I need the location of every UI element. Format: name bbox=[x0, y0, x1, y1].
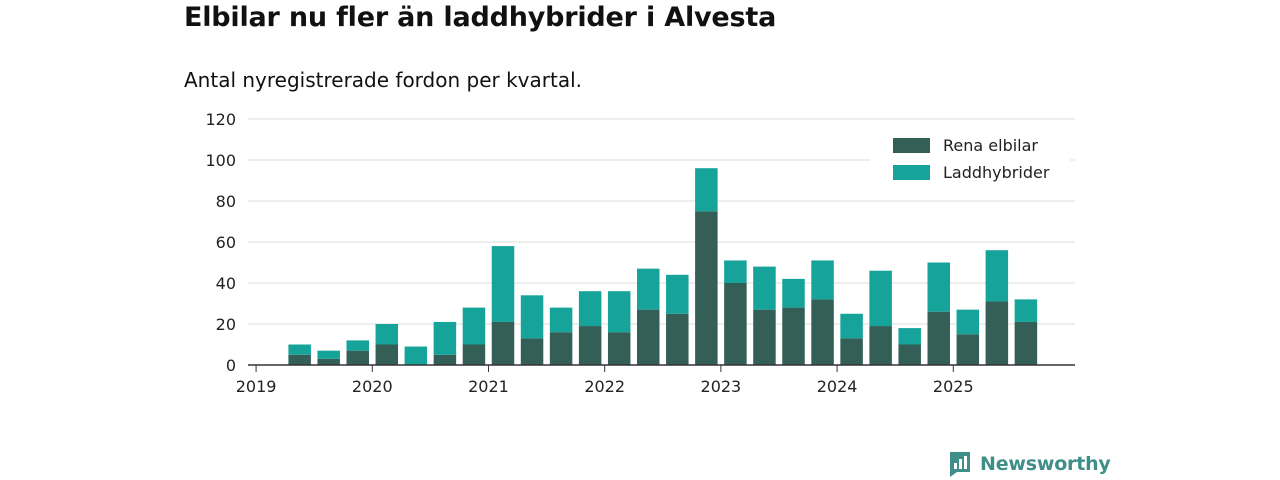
x-axis: 2019 2020 2021 2022 2023 2024 2025 bbox=[236, 364, 1075, 396]
bar-segment-electric bbox=[753, 309, 776, 365]
bar-segment-electric bbox=[462, 344, 486, 365]
y-tick-label: 20 bbox=[216, 315, 236, 334]
newsworthy-logo-icon bbox=[950, 452, 970, 477]
bar-segment-hybrid bbox=[578, 291, 602, 327]
bar-segment-electric bbox=[433, 354, 457, 365]
bar-segment-electric bbox=[695, 211, 718, 365]
bar-segment-hybrid bbox=[1014, 299, 1038, 322]
y-tick-label: 0 bbox=[226, 356, 236, 375]
x-tick-label: 2019 bbox=[236, 377, 277, 396]
bar-segment-electric bbox=[927, 311, 950, 365]
legend-swatch-electric bbox=[893, 138, 930, 153]
bar-segment-hybrid bbox=[811, 260, 834, 300]
x-tick-label: 2022 bbox=[584, 377, 625, 396]
x-tick-label: 2024 bbox=[817, 377, 858, 396]
legend: Rena elbilar Laddhybrider bbox=[870, 128, 1070, 190]
legend-swatch-hybrid bbox=[893, 165, 930, 180]
bar-segment-electric bbox=[549, 332, 573, 365]
bar-segment-hybrid bbox=[549, 307, 573, 333]
bar-segment-hybrid bbox=[346, 340, 369, 351]
bar-segment-hybrid bbox=[288, 344, 311, 355]
bar-segment-electric bbox=[782, 307, 805, 365]
bar-segment-electric bbox=[520, 338, 544, 365]
bar-segment-electric bbox=[956, 334, 980, 365]
bar-segment-electric bbox=[346, 350, 369, 365]
bar-segment-electric bbox=[666, 313, 689, 365]
bar-segment-hybrid bbox=[317, 350, 340, 359]
bar-segment-electric bbox=[491, 321, 515, 365]
bar-segment-hybrid bbox=[927, 262, 950, 312]
bar-segment-hybrid bbox=[753, 266, 776, 310]
y-tick-label: 80 bbox=[216, 192, 236, 211]
bar-segment-hybrid bbox=[666, 274, 689, 314]
bar-segment-hybrid bbox=[607, 291, 631, 333]
x-tick-label: 2025 bbox=[933, 377, 974, 396]
bar-segment-hybrid bbox=[491, 246, 515, 322]
y-axis-tick-labels: 0 20 40 60 80 100 120 bbox=[205, 110, 236, 375]
bar-segment-hybrid bbox=[695, 168, 718, 212]
bar-segment-hybrid bbox=[956, 309, 980, 335]
legend-label-electric: Rena elbilar bbox=[943, 136, 1038, 155]
bar-segment-electric bbox=[724, 283, 747, 365]
bar-segment-electric bbox=[317, 358, 340, 365]
x-tick-label: 2023 bbox=[701, 377, 742, 396]
bar-segment-hybrid bbox=[404, 346, 428, 365]
bar-segment-hybrid bbox=[637, 268, 660, 310]
bar-segment-electric bbox=[578, 326, 602, 365]
bar-segment-hybrid bbox=[985, 250, 1009, 302]
legend-label-hybrid: Laddhybrider bbox=[943, 163, 1050, 182]
bar-segment-electric bbox=[840, 338, 863, 365]
bar-segment-hybrid bbox=[898, 328, 921, 345]
bar-segment-hybrid bbox=[433, 321, 457, 355]
brand-logo: Newsworthy bbox=[948, 450, 1111, 478]
bar-segment-electric bbox=[1014, 321, 1038, 365]
chart-subtitle: Antal nyregistrerade fordon per kvartal. bbox=[184, 68, 583, 92]
y-tick-label: 120 bbox=[205, 110, 236, 129]
y-tick-label: 40 bbox=[216, 274, 236, 293]
bar-segment-electric bbox=[811, 299, 834, 365]
bar-segment-hybrid bbox=[520, 295, 544, 339]
bar-segment-hybrid bbox=[840, 313, 863, 339]
bar-segment-electric bbox=[607, 332, 631, 365]
y-tick-label: 100 bbox=[205, 151, 236, 170]
x-tick-label: 2021 bbox=[468, 377, 509, 396]
bar-segment-hybrid bbox=[462, 307, 486, 345]
bar-segment-electric bbox=[375, 344, 399, 365]
bar-segment-electric bbox=[985, 301, 1009, 365]
brand-name: Newsworthy bbox=[980, 453, 1111, 475]
bar-segment-hybrid bbox=[375, 324, 399, 345]
bar-segment-hybrid bbox=[724, 260, 747, 283]
bar-segment-electric bbox=[869, 326, 892, 365]
bar-segment-electric bbox=[898, 344, 921, 365]
bar-series bbox=[288, 168, 1038, 365]
x-tick-label: 2020 bbox=[352, 377, 393, 396]
bar-segment-hybrid bbox=[869, 270, 892, 327]
bar-segment-electric bbox=[637, 309, 660, 365]
y-tick-label: 60 bbox=[216, 233, 236, 252]
bar-segment-electric bbox=[288, 354, 311, 365]
bar-segment-hybrid bbox=[782, 278, 805, 308]
chart-title: Elbilar nu fler än laddhybrider i Alvest… bbox=[184, 2, 777, 33]
